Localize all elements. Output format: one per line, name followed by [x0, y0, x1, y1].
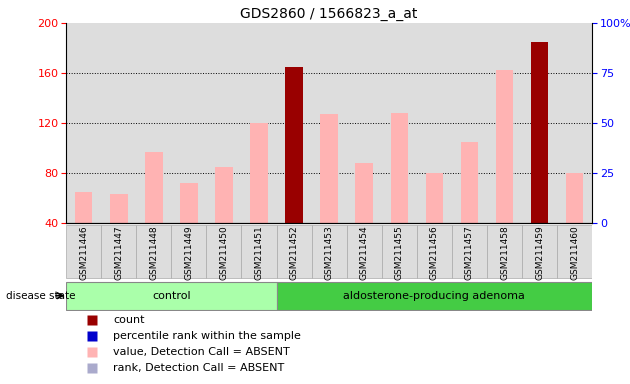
- Bar: [346, 23, 382, 223]
- Bar: [566, 173, 583, 223]
- Text: GSM211457: GSM211457: [465, 225, 474, 280]
- Bar: [382, 23, 417, 223]
- Bar: [522, 23, 557, 223]
- Bar: [241, 225, 277, 278]
- Text: GSM211460: GSM211460: [570, 225, 579, 280]
- Text: GSM211447: GSM211447: [114, 225, 123, 280]
- Text: GSM211458: GSM211458: [500, 225, 509, 280]
- Text: GSM211453: GSM211453: [324, 225, 334, 280]
- Bar: [66, 23, 101, 223]
- Bar: [391, 113, 408, 223]
- Text: disease state: disease state: [6, 291, 76, 301]
- Bar: [66, 225, 101, 278]
- Bar: [171, 23, 207, 223]
- Bar: [136, 225, 171, 278]
- Bar: [215, 167, 232, 223]
- Text: count: count: [113, 315, 145, 325]
- Text: value, Detection Call = ABSENT: value, Detection Call = ABSENT: [113, 347, 290, 357]
- Text: GSM211454: GSM211454: [360, 225, 369, 280]
- Bar: [531, 42, 548, 223]
- Bar: [496, 70, 513, 223]
- Bar: [136, 23, 171, 223]
- Bar: [180, 183, 198, 223]
- Bar: [277, 23, 312, 223]
- Bar: [101, 225, 136, 278]
- Bar: [312, 23, 347, 223]
- Text: GSM211449: GSM211449: [185, 225, 193, 280]
- Text: GSM211446: GSM211446: [79, 225, 88, 280]
- Bar: [426, 173, 443, 223]
- FancyBboxPatch shape: [66, 282, 277, 310]
- Text: GSM211451: GSM211451: [255, 225, 263, 280]
- Bar: [346, 225, 382, 278]
- Text: aldosterone-producing adenoma: aldosterone-producing adenoma: [343, 291, 525, 301]
- Text: GSM211459: GSM211459: [535, 225, 544, 280]
- Bar: [557, 225, 592, 278]
- Bar: [522, 225, 557, 278]
- Bar: [487, 23, 522, 223]
- Bar: [355, 163, 373, 223]
- Text: rank, Detection Call = ABSENT: rank, Detection Call = ABSENT: [113, 363, 285, 373]
- Bar: [145, 152, 163, 223]
- Text: GSM211452: GSM211452: [290, 225, 299, 280]
- Bar: [285, 67, 303, 223]
- Bar: [461, 142, 478, 223]
- Bar: [250, 123, 268, 223]
- Bar: [417, 225, 452, 278]
- Bar: [417, 23, 452, 223]
- Text: GSM211456: GSM211456: [430, 225, 439, 280]
- Bar: [101, 23, 136, 223]
- Bar: [207, 23, 241, 223]
- Bar: [452, 23, 487, 223]
- FancyBboxPatch shape: [277, 282, 592, 310]
- Bar: [110, 194, 127, 223]
- Bar: [452, 225, 487, 278]
- Text: GSM211450: GSM211450: [219, 225, 229, 280]
- Text: control: control: [152, 291, 191, 301]
- Bar: [207, 225, 241, 278]
- Text: GSM211455: GSM211455: [395, 225, 404, 280]
- Bar: [277, 225, 312, 278]
- Bar: [312, 225, 347, 278]
- Bar: [171, 225, 207, 278]
- Bar: [382, 225, 417, 278]
- Bar: [241, 23, 277, 223]
- Title: GDS2860 / 1566823_a_at: GDS2860 / 1566823_a_at: [241, 7, 418, 21]
- Bar: [321, 114, 338, 223]
- Text: percentile rank within the sample: percentile rank within the sample: [113, 331, 301, 341]
- Text: GSM211448: GSM211448: [149, 225, 158, 280]
- Bar: [487, 225, 522, 278]
- Bar: [557, 23, 592, 223]
- Bar: [75, 192, 93, 223]
